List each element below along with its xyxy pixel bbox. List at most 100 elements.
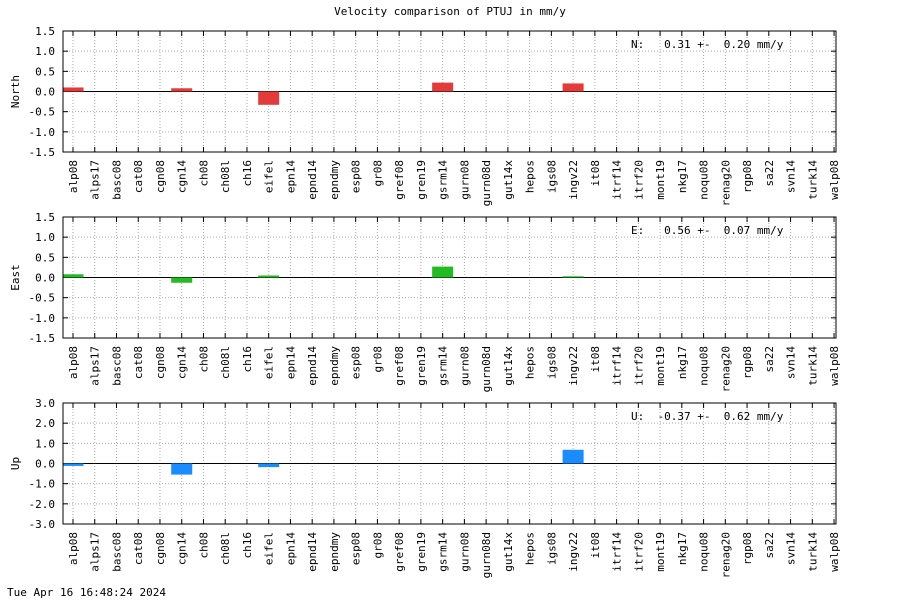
x-tick-label: cgn14 (176, 160, 189, 193)
x-tick-label: ingv22 (567, 346, 580, 386)
y-tick-label: 1.0 (35, 45, 55, 58)
x-tick-label: alps17 (89, 532, 102, 572)
bar (432, 82, 454, 92)
x-tick-label: rgp08 (741, 346, 754, 379)
x-tick-label: gurn08d (480, 532, 493, 578)
x-tick-label: ch08 (197, 346, 210, 373)
x-tick-label: renag20 (719, 346, 732, 392)
x-tick-label: epnd14 (306, 346, 319, 386)
y-tick-label: 0.5 (35, 251, 55, 264)
x-tick-label: gr08 (371, 532, 384, 559)
bar (432, 266, 454, 278)
x-tick-label: itrf14 (611, 532, 624, 572)
x-tick-label: igs08 (545, 160, 558, 193)
x-tick-label: walp08 (828, 532, 841, 572)
x-tick-label: mont19 (654, 160, 667, 200)
x-tick-label: turk14 (806, 160, 819, 200)
x-tick-label: eifel (263, 532, 276, 565)
x-tick-label: itrf20 (632, 160, 645, 200)
bar (258, 463, 280, 468)
x-tick-label: gurn08 (458, 346, 471, 386)
x-tick-label: hepos (524, 532, 537, 565)
x-tick-label: mont19 (654, 346, 667, 386)
x-tick-label: svn14 (785, 532, 798, 565)
y-axis-label: North (9, 75, 22, 108)
x-tick-label: eifel (263, 160, 276, 193)
x-tick-label: epndmy (328, 160, 341, 200)
y-tick-label: -2.0 (29, 498, 56, 511)
stats-annotation: U: -0.37 +- 0.62 mm/y (631, 410, 784, 423)
bar (258, 91, 280, 105)
y-tick-label: -1.0 (29, 126, 56, 139)
y-tick-label: -0.5 (29, 292, 56, 305)
x-tick-label: turk14 (806, 532, 819, 572)
x-tick-label: gren19 (415, 532, 428, 572)
x-tick-label: ch08 (197, 532, 210, 559)
x-tick-label: svn14 (785, 160, 798, 193)
x-tick-label: gut14x (502, 346, 515, 386)
x-tick-label: noqu08 (698, 160, 711, 200)
x-tick-label: gref08 (393, 160, 406, 200)
x-tick-label: hepos (524, 160, 537, 193)
x-tick-label: epn14 (284, 532, 297, 565)
x-tick-label: ch08l (219, 532, 232, 565)
bar (562, 449, 584, 464)
x-tick-label: cat08 (132, 346, 145, 379)
y-tick-label: 0.0 (35, 458, 55, 471)
x-tick-label: gren19 (415, 160, 428, 200)
y-tick-label: 0.5 (35, 65, 55, 78)
x-tick-label: it08 (589, 346, 602, 373)
x-tick-label: igs08 (545, 346, 558, 379)
x-tick-label: gr08 (371, 160, 384, 187)
y-tick-label: 3.0 (35, 397, 55, 410)
y-tick-label: -0.5 (29, 106, 56, 119)
x-tick-label: gurn08 (458, 532, 471, 572)
x-tick-label: sa22 (763, 346, 776, 373)
x-tick-label: alp08 (67, 532, 80, 565)
x-tick-label: sa22 (763, 160, 776, 187)
x-tick-label: gref08 (393, 532, 406, 572)
x-tick-label: hepos (524, 346, 537, 379)
bar (171, 463, 193, 475)
bar (62, 274, 84, 278)
x-tick-label: epnd14 (306, 532, 319, 572)
bar (62, 463, 84, 466)
x-tick-label: itrf20 (632, 346, 645, 386)
x-tick-label: nkg17 (676, 532, 689, 565)
x-tick-label: noqu08 (698, 532, 711, 572)
x-tick-label: ch08l (219, 346, 232, 379)
plot-frame (62, 402, 837, 525)
y-tick-label: 2.0 (35, 417, 55, 430)
x-tick-label: rgp08 (741, 532, 754, 565)
x-tick-label: gr08 (371, 346, 384, 373)
stats-annotation: N: 0.31 +- 0.20 mm/y (631, 38, 784, 51)
x-tick-label: cgn14 (176, 346, 189, 379)
bar (171, 88, 193, 92)
y-axis-label: Up (9, 457, 22, 470)
x-tick-label: ch16 (241, 160, 254, 187)
x-tick-label: ch16 (241, 532, 254, 559)
x-tick-label: gut14x (502, 532, 515, 572)
x-tick-label: cat08 (132, 160, 145, 193)
y-axis-label: East (9, 264, 22, 291)
x-tick-label: cgn08 (154, 160, 167, 193)
y-tick-label: 0.0 (35, 272, 55, 285)
x-tick-label: ch16 (241, 346, 254, 373)
x-tick-label: sa22 (763, 532, 776, 559)
bar (562, 276, 584, 278)
x-tick-label: alp08 (67, 160, 80, 193)
y-tick-label: -1.0 (29, 312, 56, 325)
x-tick-label: mont19 (654, 532, 667, 572)
y-tick-label: -3.0 (29, 518, 56, 531)
x-tick-label: gsrm14 (437, 346, 450, 386)
y-tick-label: -1.5 (29, 146, 56, 159)
x-tick-label: noqu08 (698, 346, 711, 386)
x-tick-label: itrf20 (632, 532, 645, 572)
x-tick-label: gsrm14 (437, 160, 450, 200)
x-tick-label: basc08 (110, 346, 123, 386)
y-tick-label: 0.0 (35, 86, 55, 99)
timestamp: Tue Apr 16 16:48:24 2024 (7, 586, 166, 599)
y-tick-label: 1.5 (35, 211, 55, 224)
x-tick-label: ingv22 (567, 532, 580, 572)
